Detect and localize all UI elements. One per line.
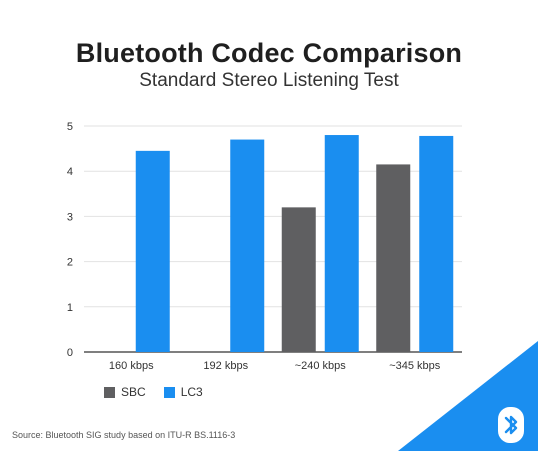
source-note: Source: Bluetooth SIG study based on ITU… (12, 430, 236, 440)
y-tick-label: 1 (67, 302, 73, 314)
legend-item-lc3: LC3 (163, 385, 203, 399)
bar-sbc (281, 207, 316, 352)
y-tick-label: 4 (67, 166, 73, 178)
bar-lc3 (419, 135, 454, 352)
y-tick-label: 5 (67, 121, 73, 133)
chart-subtitle: Standard Stereo Listening Test (139, 70, 399, 91)
x-tick-label: ~240 kbps (295, 360, 347, 372)
y-tick-label: 0 (67, 347, 73, 359)
y-tick-label: 2 (67, 257, 73, 269)
x-tick-label: 160 kbps (109, 360, 154, 372)
legend-swatch-lc3 (163, 386, 175, 398)
legend-swatch-sbc (104, 386, 115, 398)
bar-lc3 (135, 150, 170, 352)
legend-label-lc3: LC3 (180, 385, 203, 399)
bar-lc3 (324, 135, 359, 352)
x-tick-label: ~345 kbps (389, 360, 441, 372)
legend-item-sbc: SBC (104, 385, 146, 399)
y-tick-label: 3 (67, 211, 73, 223)
x-tick-label: 192 kbps (203, 360, 248, 372)
bar-sbc (376, 164, 411, 352)
chart-legend: SBC LC3 (104, 385, 203, 399)
chart-title: Bluetooth Codec Comparison (75, 38, 463, 68)
legend-label-sbc: SBC (121, 385, 146, 399)
corner-badge (398, 341, 538, 451)
bluetooth-icon (498, 407, 524, 443)
bar-lc3 (230, 139, 265, 352)
